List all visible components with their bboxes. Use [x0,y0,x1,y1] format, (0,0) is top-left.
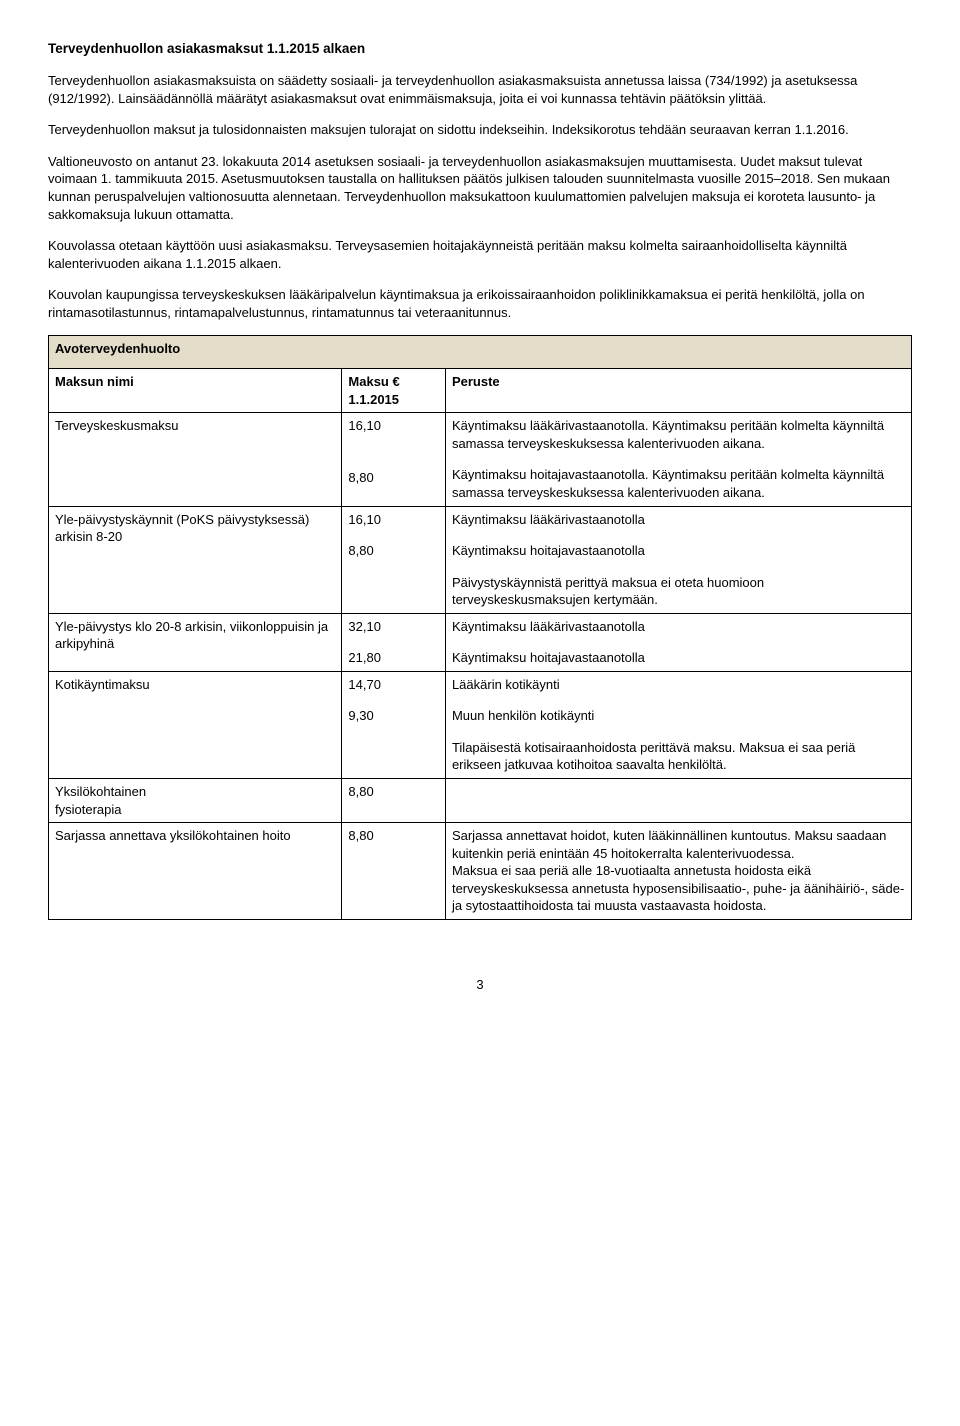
fee-amount: 16,10 8,80 [342,413,446,506]
fee-value: 8,80 [348,542,439,560]
fee-name: Sarjassa annettava yksilökohtainen hoito [49,823,342,920]
basis-text: Käyntimaksu hoitajavastaanotolla. Käynti… [452,466,905,501]
fee-amount: 8,80 [342,823,446,920]
basis-text: Käyntimaksu lääkärivastaanotolla. Käynti… [452,417,905,452]
table-row: Sarjassa annettava yksilökohtainen hoito… [49,823,912,920]
fee-basis [445,778,911,822]
fee-name: Terveyskeskusmaksu [49,413,342,506]
table-header-row: Maksun nimi Maksu € 1.1.2015 Peruste [49,369,912,413]
fee-value: 8,80 [348,469,439,487]
table-row: Terveyskeskusmaksu 16,10 8,80 Käyntimaks… [49,413,912,506]
page-title: Terveydenhuollon asiakasmaksut 1.1.2015 … [48,40,912,58]
fee-basis: Käyntimaksu lääkärivastaanotolla Käyntim… [445,613,911,671]
intro-p3: Valtioneuvosto on antanut 23. lokakuuta … [48,153,912,223]
fee-name: Yksilökohtainen fysioterapia [49,778,342,822]
fee-value: 9,30 [348,707,439,725]
fee-amount: 16,10 8,80 [342,506,446,613]
basis-text: Lääkärin kotikäynti [452,676,905,694]
fee-basis: Käyntimaksu lääkärivastaanotolla. Käynti… [445,413,911,506]
section-row-avoterveydenhuolto: Avoterveydenhuolto [49,336,912,369]
basis-text: Käyntimaksu lääkärivastaanotolla [452,618,905,636]
intro-p4: Kouvolassa otetaan käyttöön uusi asiakas… [48,237,912,272]
fee-amount: 14,70 9,30 [342,671,446,778]
intro-p1: Terveydenhuollon asiakasmaksuista on sää… [48,72,912,107]
fee-value: 14,70 [348,676,439,694]
fee-name: Kotikäyntimaksu [49,671,342,778]
basis-text: Päivystyskäynnistä perittyä maksua ei ot… [452,574,905,609]
table-row: Yksilökohtainen fysioterapia 8,80 [49,778,912,822]
fee-basis: Sarjassa annettavat hoidot, kuten lääkin… [445,823,911,920]
basis-text: Käyntimaksu hoitajavastaanotolla [452,649,905,667]
fee-value: 32,10 [348,618,439,636]
col-header-name: Maksun nimi [49,369,342,413]
intro-p2: Terveydenhuollon maksut ja tulosidonnais… [48,121,912,139]
fee-amount: 32,10 21,80 [342,613,446,671]
fees-table: Avoterveydenhuolto Maksun nimi Maksu € 1… [48,335,912,920]
basis-text: Käyntimaksu lääkärivastaanotolla [452,511,905,529]
fee-value: 21,80 [348,649,439,667]
col-header-basis: Peruste [445,369,911,413]
fee-value: 16,10 [348,417,439,435]
intro-p5: Kouvolan kaupungissa terveyskeskuksen lä… [48,286,912,321]
fee-name: Yle-päivystys klo 20-8 arkisin, viikonlo… [49,613,342,671]
basis-text: Muun henkilön kotikäynti [452,707,905,725]
fee-amount: 8,80 [342,778,446,822]
fee-basis: Käyntimaksu lääkärivastaanotolla Käyntim… [445,506,911,613]
section-title: Avoterveydenhuolto [49,336,912,369]
table-row: Kotikäyntimaksu 14,70 9,30 Lääkärin koti… [49,671,912,778]
fee-basis: Lääkärin kotikäynti Muun henkilön kotikä… [445,671,911,778]
page-number: 3 [48,976,912,994]
fee-value: 16,10 [348,511,439,529]
table-row: Yle-päivystys klo 20-8 arkisin, viikonlo… [49,613,912,671]
col-header-fee: Maksu € 1.1.2015 [342,369,446,413]
basis-text: Tilapäisestä kotisairaanhoidosta perittä… [452,739,905,774]
table-row: Yle-päivystyskäynnit (PoKS päivystyksess… [49,506,912,613]
basis-text: Käyntimaksu hoitajavastaanotolla [452,542,905,560]
fee-name: Yle-päivystyskäynnit (PoKS päivystyksess… [49,506,342,613]
